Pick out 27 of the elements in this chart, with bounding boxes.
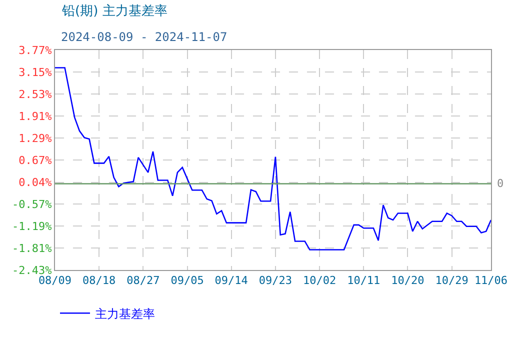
legend-label: 主力基差率 bbox=[95, 306, 155, 321]
x-tick-label: 10/29 bbox=[435, 274, 468, 288]
x-tick-label: 10/20 bbox=[391, 274, 424, 288]
y-tick-label: 2.53% bbox=[18, 88, 52, 101]
y-tick-label: 0.67% bbox=[18, 154, 52, 167]
y-tick-label: 3.15% bbox=[18, 66, 52, 79]
line-series bbox=[55, 67, 491, 250]
x-tick-label: 09/05 bbox=[170, 274, 204, 288]
x-tick-label: 09/14 bbox=[214, 274, 248, 288]
y-tick-label: 0.04% bbox=[18, 176, 52, 190]
y-tick-label: 1.91% bbox=[18, 110, 52, 123]
y-tick-label: -2.43% bbox=[12, 264, 52, 277]
y-tick-label: -1.81% bbox=[12, 242, 52, 255]
x-tick-label: 08/27 bbox=[126, 274, 160, 288]
x-tick-label: 09/23 bbox=[258, 274, 292, 288]
x-tick-label: 10/02 bbox=[302, 274, 336, 288]
chart-subtitle: 2024-08-09 - 2024-11-07 bbox=[61, 30, 228, 44]
x-tick-label: 10/11 bbox=[347, 274, 380, 288]
y-tick-label: 3.77% bbox=[18, 44, 52, 57]
x-tick-label: 11/06 bbox=[474, 274, 508, 288]
x-tick-label: 08/18 bbox=[82, 274, 116, 288]
y-tick-label: 1.29% bbox=[18, 132, 52, 145]
chart-title: 铅(期) 主力基差率 bbox=[61, 3, 168, 19]
y-tick-label: -1.19% bbox=[12, 220, 52, 233]
y-tick-label: -0.57% bbox=[12, 198, 52, 211]
x-tick-label: 08/09 bbox=[38, 274, 72, 288]
ref-line-label: 0 bbox=[497, 177, 504, 190]
